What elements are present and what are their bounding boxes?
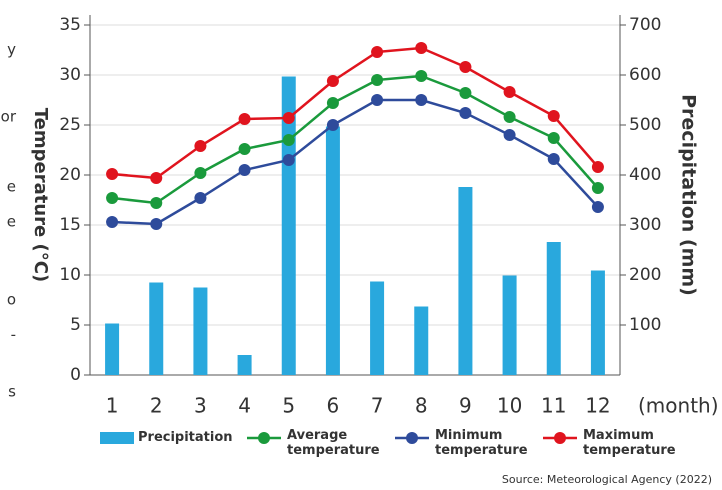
bar bbox=[414, 306, 429, 375]
point bbox=[238, 113, 251, 125]
bar bbox=[370, 281, 385, 375]
point bbox=[238, 143, 251, 155]
point bbox=[547, 132, 560, 144]
point bbox=[194, 167, 207, 179]
x-tick-label: 11 bbox=[541, 394, 566, 418]
x-tick-label: 8 bbox=[415, 394, 428, 418]
line bbox=[111, 46, 599, 180]
y2-tick-label: 300 bbox=[629, 215, 661, 235]
y-tick-label: 10 bbox=[59, 265, 81, 285]
point bbox=[194, 192, 207, 204]
legend-label: Maximum temperature bbox=[583, 428, 676, 458]
y2-tick-label: 200 bbox=[629, 265, 661, 285]
point bbox=[282, 112, 295, 124]
source: Source: Meteorological Agency (2022) bbox=[502, 473, 712, 486]
y-tick-label: 20 bbox=[59, 165, 81, 185]
line bbox=[111, 74, 599, 205]
point bbox=[547, 110, 560, 122]
legend-label: Minimum temperature bbox=[435, 428, 528, 458]
point bbox=[326, 75, 339, 87]
bar bbox=[193, 287, 208, 375]
y2-tick-label: 600 bbox=[629, 65, 661, 85]
margin-text: e bbox=[7, 178, 16, 196]
x-tick-label: 10 bbox=[497, 394, 522, 418]
point bbox=[503, 111, 516, 123]
point bbox=[371, 74, 384, 86]
point bbox=[591, 182, 604, 194]
point bbox=[150, 172, 163, 184]
point bbox=[459, 107, 472, 119]
point bbox=[591, 161, 604, 173]
y2-tick-label: 400 bbox=[629, 165, 661, 185]
legend-label: Precipitation bbox=[138, 430, 233, 445]
point bbox=[238, 164, 251, 176]
y-tick-label: 30 bbox=[59, 65, 81, 85]
point bbox=[106, 192, 119, 204]
point bbox=[194, 140, 207, 152]
bar bbox=[502, 275, 517, 375]
y-tick-label: 5 bbox=[70, 315, 81, 335]
bar bbox=[458, 187, 473, 375]
legend-label: Average temperature bbox=[287, 428, 380, 458]
point bbox=[326, 119, 339, 131]
y-tick-label: 0 bbox=[70, 365, 81, 385]
legend-marker bbox=[406, 432, 418, 444]
x-tick-label: 4 bbox=[238, 394, 251, 418]
x-tick-label: 1 bbox=[106, 394, 119, 418]
bar bbox=[281, 76, 296, 375]
x-tick-label: 12 bbox=[585, 394, 610, 418]
x-tick-label: 9 bbox=[459, 394, 472, 418]
bar bbox=[237, 355, 252, 375]
bar bbox=[105, 323, 120, 375]
y-tick-label: 35 bbox=[59, 15, 81, 35]
x-tick-label: 6 bbox=[327, 394, 340, 418]
bar bbox=[149, 282, 164, 375]
margin-text: s bbox=[8, 383, 16, 401]
bar bbox=[325, 126, 340, 375]
y-tick-label: 15 bbox=[59, 215, 81, 235]
legend-swatch bbox=[100, 432, 134, 444]
bar bbox=[590, 270, 605, 375]
margin-text: y bbox=[7, 41, 16, 59]
legend-marker bbox=[554, 432, 566, 444]
point bbox=[150, 197, 163, 209]
y2-tick-label: 100 bbox=[629, 315, 661, 335]
point bbox=[591, 201, 604, 213]
x-tick-label: 7 bbox=[371, 394, 384, 418]
point bbox=[371, 94, 384, 106]
y2-tick-label: 500 bbox=[629, 115, 661, 135]
margin-text: - bbox=[11, 326, 16, 344]
y-tick-label: 25 bbox=[59, 115, 81, 135]
point bbox=[326, 97, 339, 109]
margin-text: o bbox=[7, 291, 16, 309]
y-axis-label: Temperature (°C) bbox=[30, 108, 51, 282]
y2-tick-label: 700 bbox=[629, 15, 661, 35]
y2-axis-label: Precipitation (mm) bbox=[678, 94, 700, 296]
x-axis-label: (month) bbox=[638, 394, 719, 418]
margin-text: or bbox=[1, 108, 17, 126]
point bbox=[415, 70, 428, 82]
point bbox=[106, 168, 119, 180]
bar bbox=[546, 242, 561, 375]
x-tick-label: 5 bbox=[282, 394, 295, 418]
x-tick-label: 3 bbox=[194, 394, 207, 418]
line bbox=[112, 98, 599, 226]
point bbox=[282, 134, 295, 146]
point bbox=[503, 129, 516, 141]
point bbox=[503, 86, 516, 98]
point bbox=[150, 218, 163, 230]
legend-marker bbox=[258, 432, 270, 444]
point bbox=[282, 154, 295, 166]
point bbox=[415, 42, 428, 54]
x-tick-label: 2 bbox=[150, 394, 163, 418]
margin-text: e bbox=[7, 213, 16, 231]
point bbox=[459, 61, 472, 73]
point bbox=[459, 87, 472, 99]
point bbox=[547, 153, 560, 165]
point bbox=[106, 216, 119, 228]
point bbox=[371, 46, 384, 58]
point bbox=[415, 94, 428, 106]
